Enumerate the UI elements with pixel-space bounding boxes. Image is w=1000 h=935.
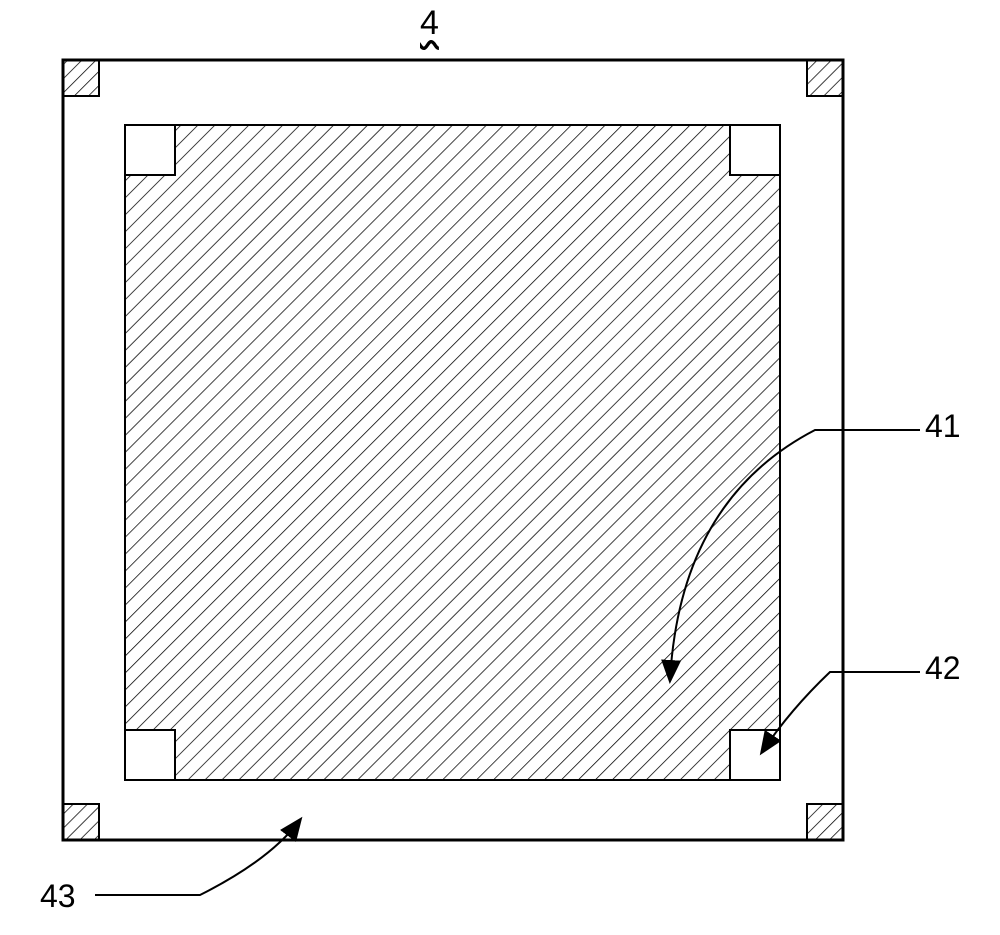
- leader-42: [762, 672, 920, 752]
- inner-hatched-region: [125, 125, 780, 780]
- label-43: 43: [40, 878, 76, 915]
- diagram-svg: [0, 0, 1000, 935]
- label-42: 42: [925, 650, 961, 687]
- label-main-4: 4: [420, 4, 439, 43]
- diagram-canvas: 4 41 42 43: [0, 0, 1000, 935]
- leader-43: [95, 820, 300, 895]
- label-41: 41: [925, 408, 961, 445]
